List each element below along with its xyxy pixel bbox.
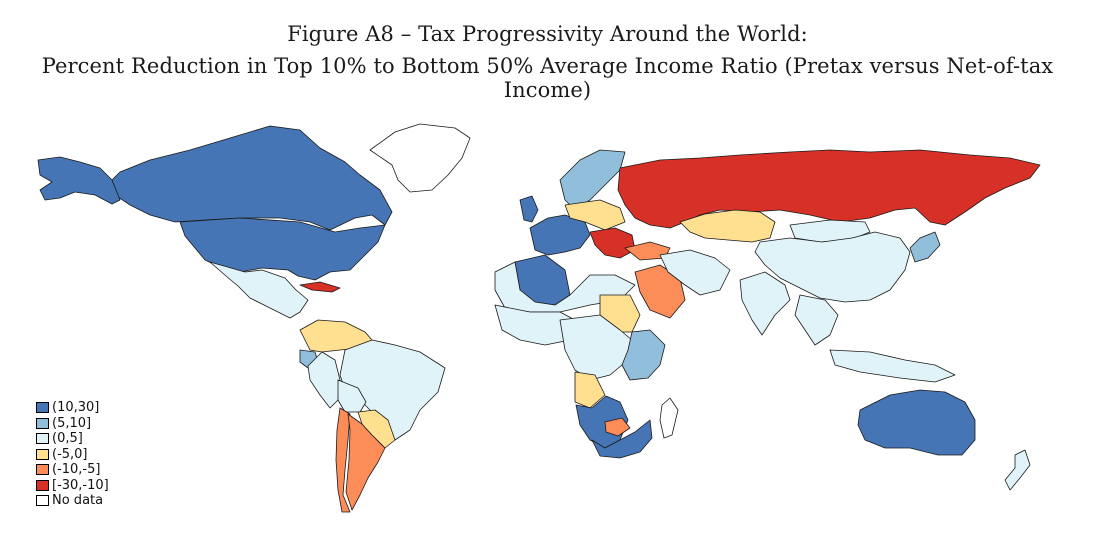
region-russia xyxy=(617,149,1041,229)
region-paraguay-uruguay xyxy=(357,409,396,449)
legend-label: No data xyxy=(52,493,104,508)
region-canada xyxy=(111,125,393,231)
region-cuba xyxy=(299,281,341,293)
legend-label: (10,30] xyxy=(52,400,100,415)
legend-item: No data xyxy=(36,493,109,509)
region-kazakhstan xyxy=(679,209,776,243)
legend-item: [-30,-10] xyxy=(36,478,109,494)
legend-swatch xyxy=(36,402,49,414)
legend-swatch xyxy=(36,417,49,429)
region-madagascar xyxy=(659,397,679,439)
region-new-zealand xyxy=(1004,449,1031,491)
legend-swatch xyxy=(36,433,49,445)
legend-item: (-5,0] xyxy=(36,447,109,463)
region-australia xyxy=(857,389,976,456)
legend-label: [-30,-10] xyxy=(52,477,109,493)
region-alaska xyxy=(37,156,121,205)
legend-item: (5,10] xyxy=(36,416,109,432)
legend-item: (10,30] xyxy=(36,400,109,416)
region-angola xyxy=(574,371,606,409)
region-middle-east xyxy=(659,249,731,296)
figure-subtitle: Percent Reduction in Top 10% to Bottom 5… xyxy=(41,54,1054,102)
legend-item: (0,5] xyxy=(36,431,109,447)
legend-label: (0,5] xyxy=(52,431,83,446)
legend-swatch xyxy=(36,495,49,507)
region-east-africa xyxy=(621,329,666,381)
legend-label: (5,10] xyxy=(52,415,92,431)
region-southeast-asia xyxy=(794,294,839,346)
legend-swatch xyxy=(36,464,49,476)
legend-label: (-10,-5] xyxy=(52,462,101,477)
region-chile xyxy=(335,407,351,513)
region-greenland xyxy=(369,123,471,193)
region-indonesia xyxy=(829,349,956,383)
region-china xyxy=(754,231,911,303)
region-usa xyxy=(179,217,386,281)
map-legend: (10,30] (5,10] (0,5] (-5,0] (-10,-5] [-30,-10… xyxy=(36,400,109,509)
legend-label: (-5,0] xyxy=(52,446,88,462)
region-central-africa xyxy=(559,314,633,381)
legend-item: (-10,-5] xyxy=(36,462,109,478)
region-japan-korea xyxy=(909,231,941,263)
region-saudi-arabia xyxy=(634,264,686,319)
region-mexico xyxy=(209,261,309,319)
region-south-africa xyxy=(591,419,653,459)
region-central-europe xyxy=(564,199,626,231)
region-balkans xyxy=(589,227,636,259)
region-uk-ireland xyxy=(519,195,539,223)
region-lesotho-region xyxy=(604,417,631,437)
region-western-europe xyxy=(529,214,591,256)
figure-title: Figure A8 – Tax Progressivity Around the… xyxy=(287,22,808,46)
legend-swatch xyxy=(36,479,49,491)
region-turkey xyxy=(624,241,671,261)
region-india xyxy=(739,271,791,336)
legend-swatch xyxy=(36,448,49,460)
